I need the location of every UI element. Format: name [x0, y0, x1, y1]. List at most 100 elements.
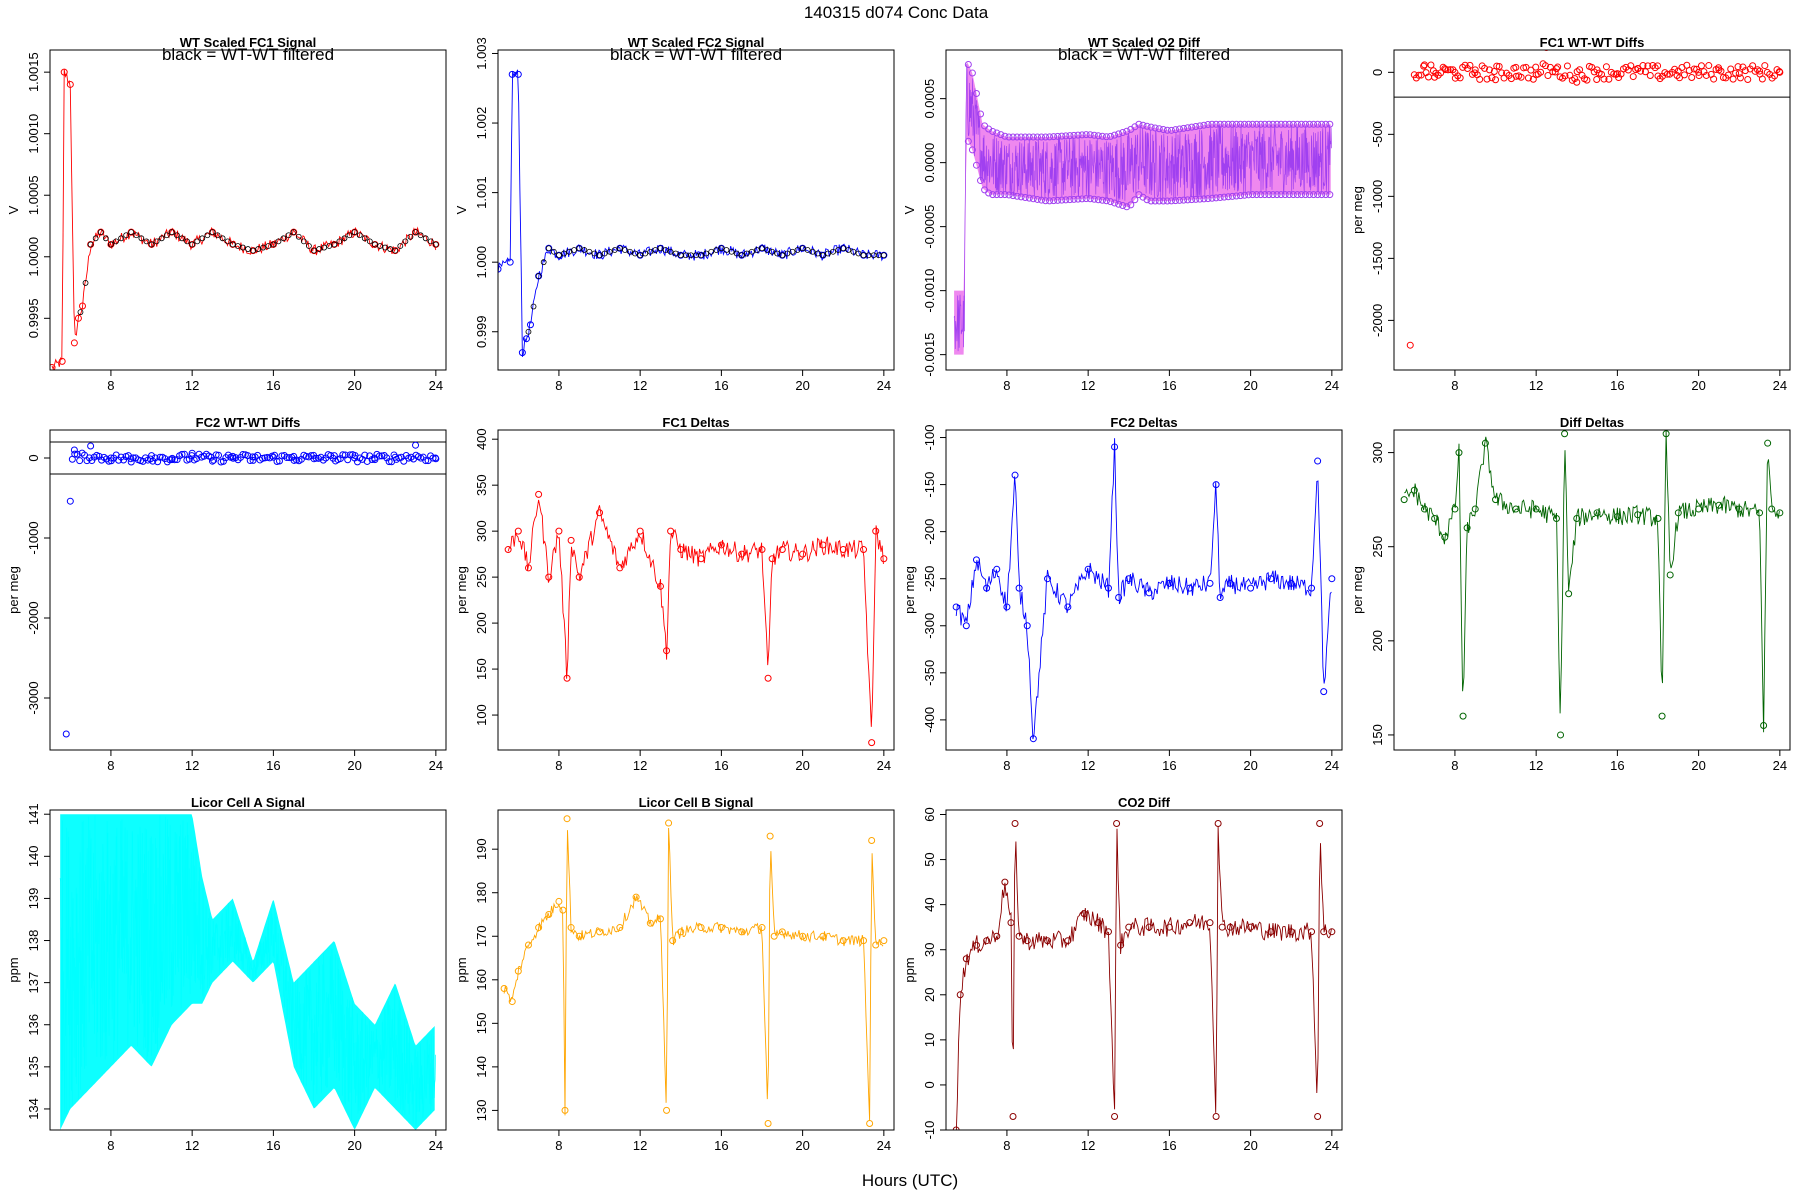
y-tick-label: -3000 — [26, 681, 41, 714]
data-point — [1167, 126, 1175, 134]
x-tick-label: 24 — [1773, 758, 1787, 773]
filtered-point — [331, 241, 338, 248]
data-point — [1171, 126, 1179, 134]
plot-area — [504, 490, 888, 747]
data-point — [1662, 430, 1670, 438]
data-point — [504, 546, 512, 554]
y-tick-label: 134 — [26, 1098, 41, 1120]
x-tick-label: 20 — [795, 1138, 809, 1153]
filtered-point — [351, 229, 358, 236]
x-tick-label: 8 — [107, 1138, 114, 1153]
filtered-point — [163, 232, 170, 239]
data-point — [1654, 72, 1662, 80]
data-point — [1281, 120, 1289, 128]
data-point — [1287, 579, 1295, 587]
data-point — [968, 146, 976, 154]
data-point — [1082, 131, 1090, 139]
figure-title: 140315 d074 Conc Data — [804, 3, 989, 22]
data-point — [1520, 64, 1528, 72]
data-point — [1151, 124, 1159, 132]
filtered-point — [234, 243, 241, 249]
data-point — [215, 451, 223, 459]
series-line — [1404, 430, 1780, 733]
data-point — [1289, 120, 1297, 128]
x-tick-label: 8 — [1451, 758, 1458, 773]
data-point — [1306, 120, 1314, 128]
y-tick-label: 130 — [474, 1100, 489, 1122]
data-point — [1517, 73, 1525, 81]
data-point — [524, 564, 532, 572]
data-point — [1015, 584, 1023, 592]
data-point — [1236, 120, 1244, 128]
filtered-point — [769, 248, 776, 255]
data-point — [1456, 74, 1464, 82]
data-point — [770, 932, 778, 940]
data-point — [1571, 75, 1579, 83]
data-point — [766, 832, 774, 840]
data-point — [1070, 195, 1078, 203]
data-point — [127, 458, 135, 466]
data-point — [1241, 191, 1249, 199]
data-point — [412, 228, 420, 236]
data-point — [1042, 197, 1050, 205]
data-point — [1159, 197, 1167, 205]
filtered-point — [545, 245, 552, 252]
filtered-point — [189, 241, 196, 248]
data-point — [1009, 133, 1017, 141]
data-point — [208, 228, 216, 236]
data-point — [1654, 514, 1662, 522]
filtered-point — [219, 235, 226, 242]
data-point — [1729, 75, 1737, 83]
data-point — [993, 932, 1001, 940]
data-point — [1147, 197, 1155, 205]
data-point — [1171, 197, 1179, 205]
data-point — [1310, 191, 1318, 199]
data-point — [514, 967, 522, 975]
data-point — [1111, 1112, 1119, 1120]
data-point — [1090, 195, 1098, 203]
filtered-point — [432, 241, 439, 248]
data-point — [1017, 133, 1025, 141]
data-point — [1715, 66, 1723, 74]
data-point — [1066, 196, 1074, 204]
filtered-point — [525, 328, 532, 335]
x-tick-label: 12 — [185, 378, 199, 393]
data-point — [1715, 501, 1723, 509]
data-point — [993, 129, 1001, 137]
data-point — [1727, 65, 1735, 73]
data-point — [1241, 120, 1249, 128]
data-point — [1226, 923, 1234, 931]
data-point — [1086, 195, 1094, 203]
y-tick-label: 200 — [1370, 630, 1385, 652]
data-point — [1314, 120, 1322, 128]
y-tick-label: 1.003 — [474, 37, 489, 70]
data-point — [1634, 65, 1642, 73]
data-point — [1090, 131, 1098, 139]
data-point — [385, 458, 393, 466]
data-point — [1717, 67, 1725, 75]
x-tick-label: 24 — [429, 1138, 443, 1153]
y-tick-label: 138 — [26, 930, 41, 952]
data-point — [545, 910, 553, 918]
plot-area — [952, 438, 1336, 743]
data-point — [1326, 191, 1334, 199]
data-point — [351, 228, 359, 236]
y-axis-label: per meg — [1350, 566, 1365, 614]
data-point — [1724, 71, 1732, 79]
plot-frame — [497, 429, 895, 751]
x-tick-label: 20 — [347, 1138, 361, 1153]
filtered-point — [855, 250, 862, 257]
y-tick-label: 140 — [26, 845, 41, 867]
data-point — [717, 924, 725, 932]
data-point — [526, 321, 534, 329]
x-tick-label: 12 — [185, 1138, 199, 1153]
data-point — [1613, 513, 1621, 521]
x-tick-label: 16 — [1162, 1138, 1176, 1153]
y-tick-label: 150 — [474, 1012, 489, 1034]
data-point — [1115, 130, 1123, 138]
filtered-point — [657, 245, 664, 252]
data-point — [1208, 194, 1216, 202]
data-point — [380, 451, 388, 459]
data-point — [555, 897, 563, 905]
data-point — [1451, 68, 1459, 76]
